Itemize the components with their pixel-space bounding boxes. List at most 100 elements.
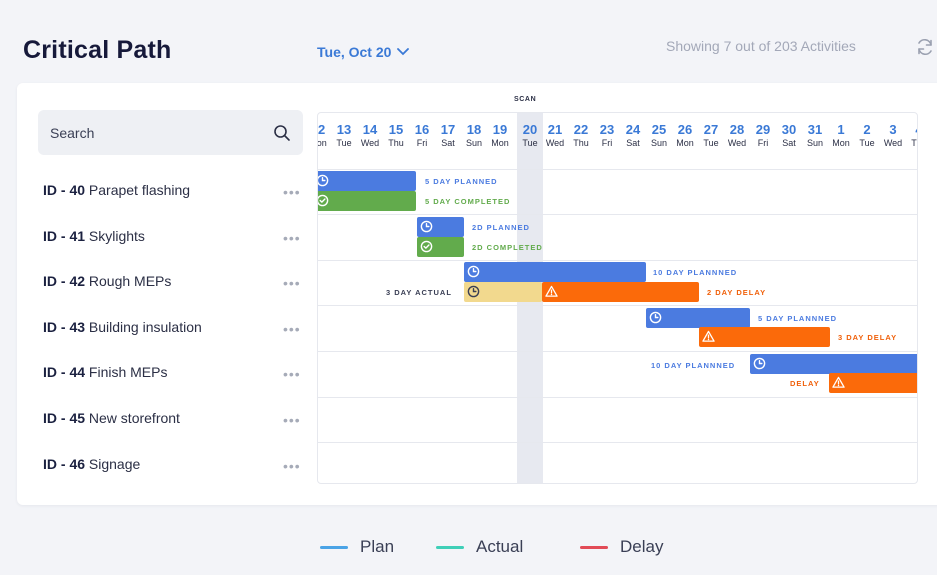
day-header: 30 Sat	[781, 122, 797, 149]
row-divider	[318, 397, 917, 398]
plan-bar[interactable]	[464, 262, 646, 282]
row-divider	[318, 305, 917, 306]
legend-delay: Delay	[580, 537, 663, 557]
activity-name: Signage	[88, 456, 141, 472]
plan-label: 10 DAY PLANNNED	[653, 268, 738, 277]
clock-icon	[318, 174, 329, 187]
day-header: 1 Mon	[832, 122, 850, 149]
delay-label: 2 DAY DELAY	[707, 288, 767, 297]
day-header: 16 Fri	[414, 122, 430, 149]
more-options-button[interactable]: •••	[283, 412, 301, 428]
page-title: Critical Path	[23, 36, 172, 64]
search-input[interactable]: Search	[38, 110, 303, 155]
date-picker-label: Tue, Oct 20	[317, 44, 392, 60]
more-options-button[interactable]: •••	[283, 230, 301, 246]
delay-bar[interactable]	[829, 373, 917, 393]
day-header: 14 Wed	[360, 122, 380, 149]
more-options-button[interactable]: •••	[283, 275, 301, 291]
activities-count: Showing 7 out of 203 Activities	[666, 38, 856, 54]
activity-name: Skylights	[88, 228, 145, 244]
delay-label: DELAY	[790, 379, 820, 388]
day-header: 25 Sun	[650, 122, 667, 149]
day-header: 23 Fri	[599, 122, 615, 149]
delay-bar[interactable]	[699, 327, 830, 347]
check-circle-icon	[318, 194, 329, 207]
day-header: 18 Sun	[465, 122, 482, 149]
activity-name: Parapet flashing	[88, 182, 191, 198]
activity-id: ID - 41	[43, 228, 86, 244]
activity-item-45[interactable]: ID - 45 New storefront	[43, 410, 180, 426]
legend-plan: Plan	[320, 537, 394, 557]
plan-bar[interactable]	[646, 308, 750, 328]
plan-label: 5 DAY PLANNED	[425, 177, 498, 186]
day-header: 31 Sun	[806, 122, 823, 149]
legend-swatch-delay	[580, 545, 608, 549]
legend-swatch-plan	[320, 545, 348, 549]
clock-icon	[467, 285, 480, 298]
day-header: 12Mon	[317, 122, 327, 149]
day-header: 29 Fri	[755, 122, 771, 149]
activity-item-40[interactable]: ID - 40 Parapet flashing	[43, 182, 190, 198]
legend-swatch-actual	[436, 545, 464, 549]
search-placeholder: Search	[50, 124, 95, 141]
day-header: 22 Thu	[573, 122, 589, 149]
more-options-button[interactable]: •••	[283, 458, 301, 474]
row-divider	[318, 260, 917, 261]
activity-name: Finish MEPs	[88, 364, 168, 380]
activity-id: ID - 44	[43, 364, 86, 380]
plan-bar[interactable]	[417, 217, 464, 237]
day-header: 17 Sat	[440, 122, 456, 149]
day-header: 15 Thu	[388, 122, 404, 149]
row-divider	[318, 351, 917, 352]
day-header: 28 Wed	[727, 122, 747, 149]
activity-id: ID - 40	[43, 182, 86, 198]
plan-label: 5 DAY PLANNNED	[758, 314, 838, 323]
day-header: 24 Sat	[625, 122, 641, 149]
plan-bar[interactable]	[750, 354, 917, 374]
day-header: 26 Mon	[676, 122, 694, 149]
delay-bar[interactable]	[542, 282, 699, 302]
more-options-button[interactable]: •••	[283, 366, 301, 382]
activity-item-41[interactable]: ID - 41 Skylights	[43, 228, 145, 244]
activity-id: ID - 45	[43, 410, 86, 426]
refresh-icon[interactable]	[915, 37, 935, 57]
activity-id: ID - 42	[43, 273, 86, 289]
activity-name: Building insulation	[88, 319, 202, 335]
actual-label: 5 DAY COMPLETED	[425, 197, 511, 206]
row-divider	[318, 442, 917, 443]
day-header: 27 Tue	[703, 122, 719, 149]
clock-icon	[753, 357, 766, 370]
activity-name: Rough MEPs	[88, 273, 172, 289]
chevron-down-icon	[397, 48, 410, 56]
scan-label: SCAN	[514, 96, 537, 103]
day-header-today: 20 Tue	[522, 122, 538, 149]
plan-bar[interactable]	[318, 171, 416, 191]
activity-item-44[interactable]: ID - 44 Finish MEPs	[43, 364, 167, 380]
clock-icon	[649, 311, 662, 324]
day-header: 21 Wed	[545, 122, 565, 149]
activity-item-43[interactable]: ID - 43 Building insulation	[43, 319, 202, 335]
warning-icon	[545, 285, 558, 297]
plan-label: 10 DAY PLANNNED	[651, 361, 736, 370]
plan-label: 2D PLANNED	[472, 223, 530, 232]
more-options-button[interactable]: •••	[283, 184, 301, 200]
check-circle-icon	[420, 240, 433, 253]
day-header: 19 Mon	[491, 122, 509, 149]
actual-bar[interactable]	[417, 237, 464, 257]
search-icon[interactable]	[273, 124, 291, 142]
day-header: 13 Tue	[336, 122, 352, 149]
day-header: 3 Wed	[883, 122, 903, 149]
activity-item-42[interactable]: ID - 42 Rough MEPs	[43, 273, 171, 289]
actual-label: 3 DAY ACTUAL	[386, 288, 452, 297]
more-options-button[interactable]: •••	[283, 321, 301, 337]
activity-id: ID - 43	[43, 319, 86, 335]
date-picker[interactable]: Tue, Oct 20	[317, 44, 410, 60]
delay-label: 3 DAY DELAY	[838, 333, 898, 342]
clock-icon	[467, 265, 480, 278]
activity-item-46[interactable]: ID - 46 Signage	[43, 456, 140, 472]
actual-bar[interactable]	[464, 282, 542, 302]
clock-icon	[420, 220, 433, 233]
actual-label: 2D COMPLETED	[472, 243, 543, 252]
actual-bar[interactable]	[318, 191, 416, 211]
